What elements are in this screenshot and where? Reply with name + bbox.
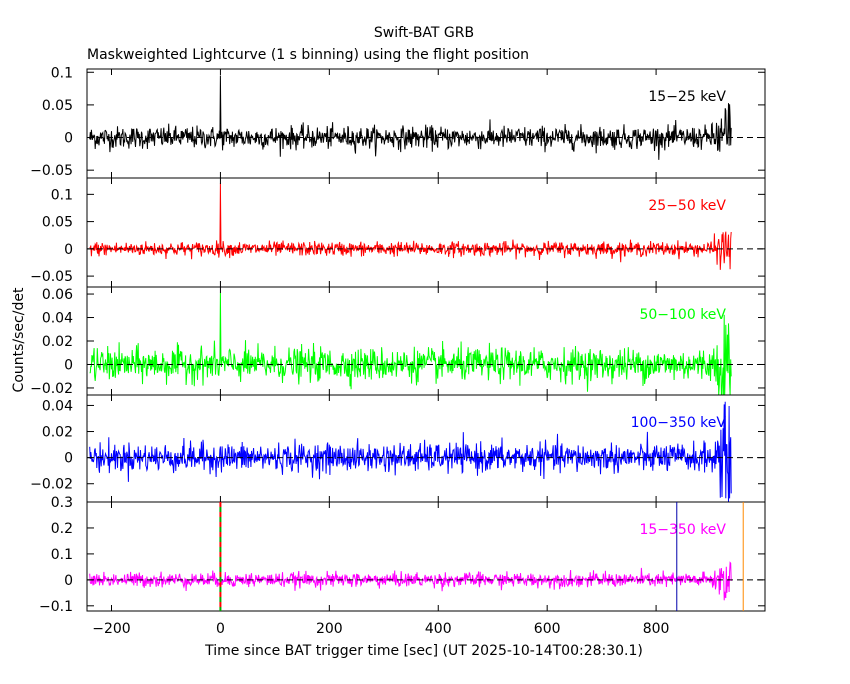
panel-frame [86, 394, 766, 503]
lightcurve-series [89, 75, 732, 160]
panel-frame [86, 177, 766, 288]
y-tick-label: 0 [64, 451, 73, 467]
panels-group: −0.05 0 0.05 0.1 15−25 keV −0.05 0 0.05 0.1 25−50… [30, 65, 766, 615]
y-tick-label: −0.05 [30, 269, 73, 285]
y-tick-label: 0 [64, 242, 73, 258]
x-tick-label: 800 [643, 621, 670, 637]
panel-label: 25−50 keV [648, 198, 726, 214]
y-tick-label: 0.06 [42, 287, 73, 303]
panel-100-350-kev: −0.02 0 0.02 0.04 100−350 keV [30, 394, 766, 503]
y-tick-label: 0.2 [51, 521, 73, 537]
y-tick-label: 0.1 [51, 65, 73, 81]
y-tick-label: 0.1 [51, 547, 73, 563]
lightcurve-series [89, 401, 732, 503]
y-tick-label: 0.04 [42, 398, 73, 414]
chart-subtitle: Maskweighted Lightcurve (1 s binning) us… [87, 47, 529, 63]
y-tick-label: −0.1 [39, 599, 73, 615]
x-tick-label: 600 [534, 621, 561, 637]
y-tick-label: 0 [64, 357, 73, 373]
x-axis-label: Time since BAT trigger time [sec] (UT 20… [204, 643, 643, 659]
x-tick-label: −200 [92, 621, 130, 637]
panel-frame [86, 68, 766, 179]
y-tick-label: 0.02 [42, 334, 73, 350]
y-tick-label: −0.02 [30, 477, 73, 493]
panel-15-25-kev: −0.05 0 0.05 0.1 15−25 keV [30, 65, 766, 179]
chart-title: Swift-BAT GRB [374, 25, 474, 41]
y-tick-label: 0.02 [42, 425, 73, 441]
x-tick-label: 200 [316, 621, 343, 637]
panel-label: 15−350 keV [639, 522, 726, 538]
lightcurve-series [89, 292, 732, 396]
panel-frame [86, 501, 766, 612]
x-tick-label: 0 [216, 621, 225, 637]
panel-label: 100−350 keV [631, 415, 727, 431]
y-tick-label: 0.1 [51, 187, 73, 203]
y-tick-label: 0 [64, 131, 73, 147]
y-axis-label: Counts/sec/det [11, 287, 27, 392]
y-tick-label: −0.02 [30, 381, 73, 397]
y-tick-label: 0.04 [42, 311, 73, 327]
panel-15-350-kev: −0.1 0 0.1 0.2 0.3 15−350 keV [39, 495, 766, 615]
lightcurve-series [89, 561, 732, 601]
y-tick-label: 0.05 [42, 215, 73, 231]
y-tick-label: −0.05 [30, 163, 73, 179]
y-tick-label: 0.3 [51, 495, 73, 511]
y-tick-label: 0.05 [42, 98, 73, 114]
panel-50-100-kev: −0.02 0 0.02 0.04 0.06 50−100 keV [30, 286, 766, 397]
y-tick-label: 0 [64, 573, 73, 589]
x-tick-label: 400 [425, 621, 452, 637]
panel-label: 15−25 keV [648, 89, 726, 105]
panel-label: 50−100 keV [639, 307, 726, 323]
panel-frame [86, 286, 766, 396]
lightcurve-series [89, 183, 732, 270]
panel-25-50-kev: −0.05 0 0.05 0.1 25−50 keV [30, 177, 766, 288]
x-axis: −200 0 200 400 600 800 [92, 621, 669, 637]
